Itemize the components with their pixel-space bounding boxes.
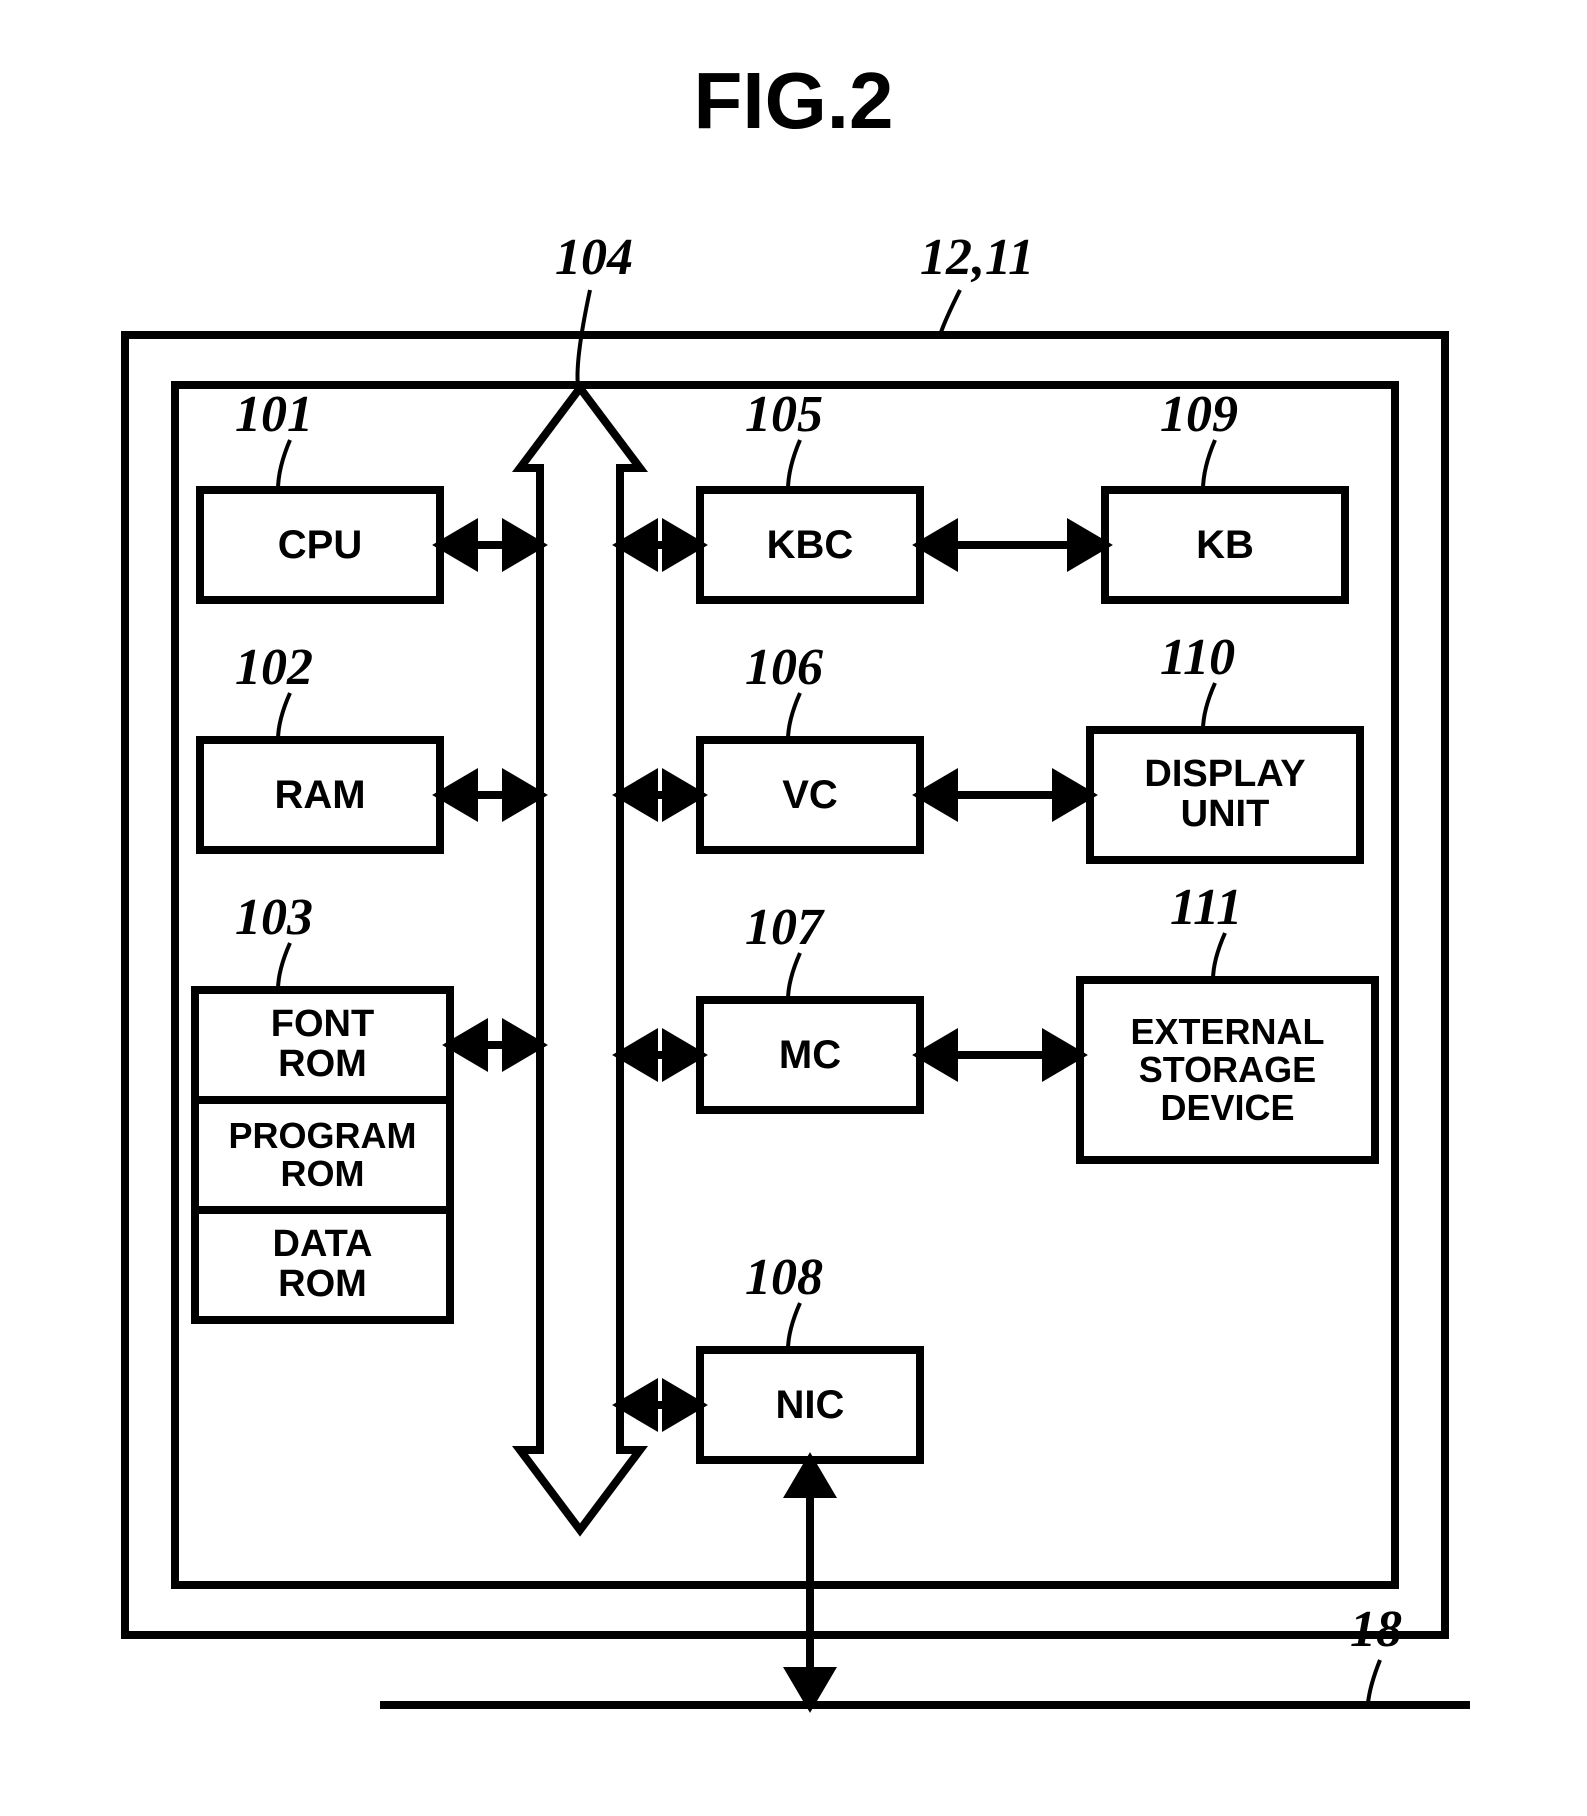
ref-107: 107 [745,898,823,957]
cpu-label: CPU [200,490,440,600]
leader-1211 [940,290,960,335]
leader-105 [788,440,800,490]
display-label: DISPLAY UNIT [1090,730,1360,860]
ext-label: EXTERNAL STORAGE DEVICE [1080,980,1375,1160]
leader-103 [278,943,290,990]
kbc-label: KBC [700,490,920,600]
vc-label: VC [700,740,920,850]
ref-101: 101 [235,385,313,444]
ref-111: 111 [1170,878,1242,937]
conn-bus-kbc [620,525,700,565]
ref-1211: 12,11 [920,228,1034,287]
leader-101 [278,440,290,490]
ref-106: 106 [745,638,823,697]
leader-109 [1203,440,1215,490]
data-rom-label: DATA ROM [195,1210,450,1320]
ref-104: 104 [555,228,633,287]
ref-108: 108 [745,1248,823,1307]
conn-rom-bus [450,1025,540,1065]
ref-110: 110 [1160,628,1235,687]
leader-18 [1368,1660,1380,1703]
program-rom-label: PROGRAM ROM [195,1100,450,1210]
conn-bus-vc [620,775,700,815]
conn-vc-display [920,775,1090,815]
leader-108 [788,1303,800,1350]
conn-bus-nic [620,1385,700,1425]
mc-label: MC [700,1000,920,1110]
conn-ram-bus [440,775,540,815]
leader-102 [278,693,290,740]
leader-111 [1213,933,1225,980]
conn-cpu-bus [440,525,540,565]
font-rom-label: FONT ROM [195,990,450,1100]
ref-102: 102 [235,638,313,697]
conn-bus-mc [620,1035,700,1075]
nic-label: NIC [700,1350,920,1460]
conn-mc-ext [920,1035,1080,1075]
figure-canvas: FIG.2 [0,0,1587,1816]
ref-18: 18 [1350,1600,1402,1659]
leader-110 [1203,683,1215,730]
kb-label: KB [1105,490,1345,600]
ref-105: 105 [745,385,823,444]
ref-109: 109 [1160,385,1238,444]
conn-kbc-kb [920,525,1105,565]
ref-103: 103 [235,888,313,947]
leader-106 [788,693,800,740]
ram-label: RAM [200,740,440,850]
bus-arrow [520,388,640,1530]
leader-107 [788,953,800,1000]
